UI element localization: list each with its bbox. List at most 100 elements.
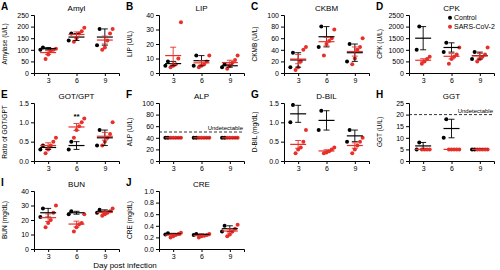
reference-label: Undetectable: [208, 125, 244, 131]
x-tick-label: 6: [75, 165, 79, 172]
panel: 0.00.51.01.5369GD-BILD-BIL (mg/dL): [251, 89, 370, 172]
data-point: [98, 27, 102, 31]
error-bar: [326, 37, 327, 45]
data-point: [44, 151, 48, 155]
panel: 0510152025369UndetectableHGGTGGT (U/L): [376, 89, 495, 172]
plot-area: [163, 20, 239, 70]
x-tick-mark: [202, 73, 203, 76]
error-bar: [326, 27, 327, 47]
error-cap: [352, 130, 358, 131]
error-cap: [324, 130, 330, 131]
y-tick-label: 60: [271, 35, 279, 42]
error-cap: [45, 47, 51, 48]
error-cap: [295, 140, 301, 141]
x-tick-mark: [105, 249, 106, 252]
x-tick-mark: [230, 161, 231, 164]
y-axis: 0.00.20.40.60.81.0: [144, 188, 159, 253]
error-cap: [420, 149, 426, 150]
y-tick-mark: [281, 103, 284, 104]
y-tick-label: 20: [146, 146, 154, 153]
y-axis: 0.00.51.01.5: [19, 100, 34, 165]
error-cap: [352, 142, 358, 143]
x-tick-label: 3: [297, 77, 301, 84]
x-axis-line: [285, 162, 370, 165]
panel: 05001000150020002500369ControlSARS-CoV-2…: [376, 1, 495, 84]
x-tick: 3: [47, 249, 51, 260]
y-tick-label: 20: [146, 41, 154, 48]
y-tick-label: 80: [146, 111, 154, 118]
y-axis: 050100150200250: [17, 12, 34, 77]
error-cap: [74, 37, 80, 38]
y-tick-mark: [156, 115, 159, 116]
y-axis-title: Amylase (U/L): [1, 23, 9, 64]
error-cap: [102, 45, 108, 46]
y-tick-mark: [156, 191, 159, 192]
y-axis-line: [156, 16, 160, 74]
annotation: **: [73, 112, 80, 121]
data-point: [166, 59, 170, 63]
error-cap: [449, 42, 455, 43]
y-tick-mark: [156, 214, 159, 215]
chart-title: D-BIL: [316, 92, 337, 101]
error-bar: [104, 36, 105, 44]
data-point: [361, 36, 365, 40]
panel-label: F: [126, 89, 132, 100]
error-bar: [76, 142, 77, 150]
y-axis-line: [156, 104, 160, 162]
panel-label: A: [1, 1, 8, 12]
data-point: [223, 224, 227, 228]
error-cap: [324, 46, 330, 47]
y-tick-mark: [281, 122, 284, 123]
y-tick: 0.5: [269, 138, 284, 145]
x-axis: 369: [160, 161, 245, 172]
error-bar: [354, 143, 355, 148]
error-cap: [352, 141, 358, 142]
data-point: [44, 225, 48, 229]
data-point: [332, 145, 336, 149]
y-axis-line: [281, 16, 285, 74]
error-cap: [449, 53, 455, 54]
y-tick-label: 500: [392, 58, 404, 65]
x-tick-label: 9: [103, 165, 107, 172]
y-tick: 2500: [388, 12, 409, 19]
x-tick-label: 6: [325, 77, 329, 84]
y-tick-mark: [156, 226, 159, 227]
error-bar: [451, 43, 452, 52]
y-tick-mark: [281, 15, 284, 16]
error-cap: [45, 221, 51, 222]
data-point: [444, 41, 448, 45]
x-tick: 9: [103, 161, 107, 172]
legend: ControlSARS-CoV-2: [448, 14, 495, 30]
data-point: [80, 120, 84, 124]
y-tick-label: 0: [25, 70, 29, 77]
y-tick: 500: [392, 58, 409, 65]
y-tick-mark: [156, 203, 159, 204]
error-cap: [199, 137, 205, 138]
y-axis-title: CPK (U/L): [376, 29, 384, 59]
error-bar: [451, 119, 452, 138]
panel: 010203040369BLIPLIP (U/L): [126, 1, 245, 84]
y-tick-label: 1.0: [19, 119, 29, 126]
data-point: [428, 55, 432, 59]
mean-line: [40, 48, 56, 49]
y-tick-mark: [31, 15, 34, 16]
error-cap: [295, 67, 301, 68]
x-tick-label: 3: [47, 165, 51, 172]
y-tick-label: 1000: [388, 47, 404, 54]
y-axis-line: [281, 104, 285, 162]
panel: 010203040369IBUNBUN (mg/dL): [1, 177, 120, 260]
x-tick: 6: [75, 161, 79, 172]
y-tick: 0.0: [269, 158, 284, 165]
chart-title: ALP: [194, 92, 209, 101]
error-cap: [227, 137, 233, 138]
y-tick-label: 0.0: [144, 246, 154, 253]
y-tick-label: 0: [400, 158, 404, 165]
error-cap: [102, 145, 108, 146]
y-tick-mark: [31, 38, 34, 39]
y-tick-mark: [31, 73, 34, 74]
y-tick-label: 0: [150, 70, 154, 77]
data-point: [72, 136, 76, 140]
chart-title: GGT: [443, 92, 460, 101]
y-tick-mark: [156, 138, 159, 139]
y-tick: 20: [146, 146, 159, 153]
